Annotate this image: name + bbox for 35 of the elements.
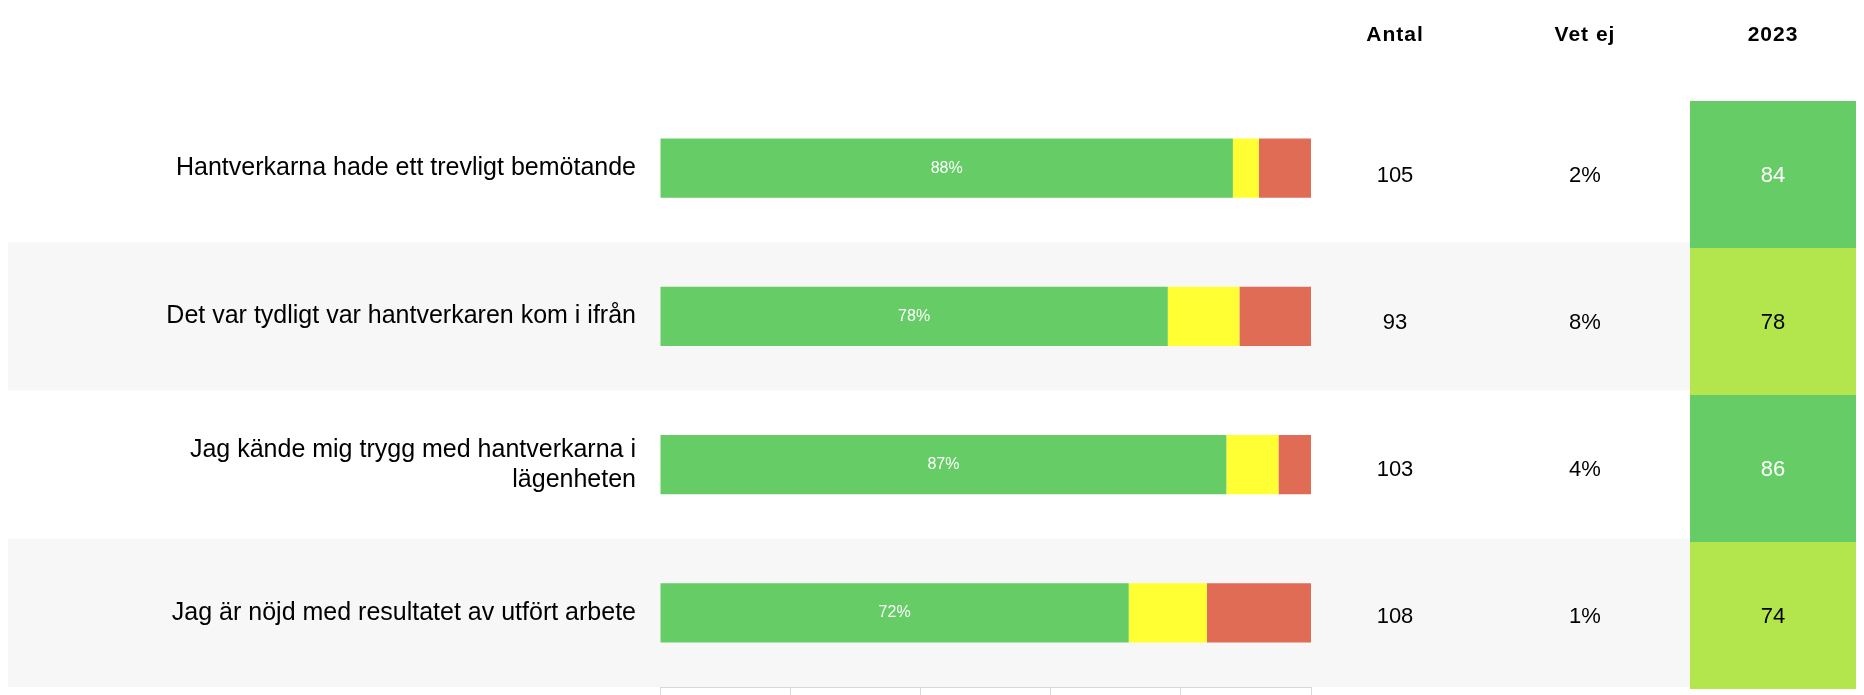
- text: 8%: [1569, 308, 1601, 334]
- text: 74: [1760, 602, 1786, 628]
- y-tick-label: Hantverkarna hade ett trevligt bemötande: [176, 152, 636, 181]
- bar: [660, 434, 1227, 495]
- y-tick-label: Det var tydligt var hantverkaren kom i ifrån: [166, 300, 636, 329]
- text: 105: [1376, 161, 1414, 187]
- text: 2%: [1569, 161, 1601, 187]
- bar: [1232, 138, 1259, 198]
- category-label: Antal: [1365, 22, 1425, 46]
- bar: [660, 286, 1168, 347]
- text: 78: [1760, 308, 1786, 334]
- data-label: 72%: [878, 603, 911, 621]
- bar: [660, 138, 1233, 198]
- bar: [1278, 434, 1311, 495]
- text: 108: [1376, 602, 1414, 628]
- bar: [660, 583, 1129, 643]
- text: 4%: [1569, 455, 1601, 481]
- text: 86: [1760, 455, 1786, 481]
- data-label: 87%: [927, 455, 960, 473]
- bar: [1206, 583, 1311, 643]
- y-tick-label: Jag är nöjd med resultatet av utfört arbete: [171, 596, 636, 625]
- text: 103: [1376, 455, 1414, 481]
- category-label: Vet ej: [1553, 22, 1617, 46]
- text: 84: [1760, 161, 1786, 187]
- text: 93: [1382, 308, 1408, 334]
- bar: [1167, 286, 1240, 347]
- bar: [1226, 434, 1279, 495]
- category-label: 2023: [1746, 22, 1800, 46]
- data-label: 88%: [930, 158, 963, 176]
- bar: [1128, 583, 1207, 643]
- y-tick-label: Jag kände mig trygg med hantverkarna i lägenheten: [189, 433, 636, 492]
- bar: [1239, 286, 1311, 347]
- text: 1%: [1569, 602, 1601, 628]
- bar: [1258, 138, 1311, 198]
- data-label: 78%: [898, 306, 931, 324]
